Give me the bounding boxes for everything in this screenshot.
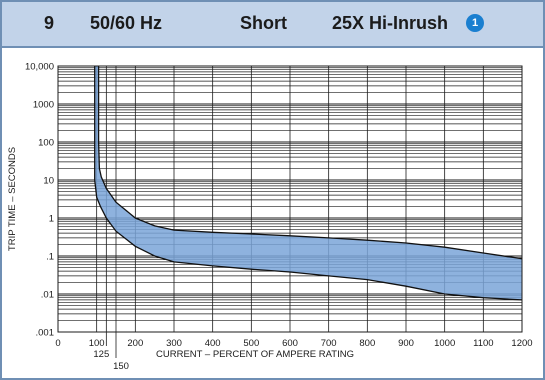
y-tick-label: .01 — [41, 290, 54, 301]
x-tick-label: 300 — [166, 338, 182, 349]
x-extra-tick-label: 150 — [113, 361, 129, 372]
x-tick-label: 1100 — [473, 338, 493, 349]
x-tick-label: 700 — [321, 338, 337, 349]
y-axis-label: TRIP TIME – SECONDS — [7, 147, 18, 251]
frequency-label: 50/60 Hz — [90, 13, 163, 33]
x-extra-tick-label: 125 — [93, 349, 109, 360]
curve-header: 9 50/60 Hz Short 25X Hi-Inrush 1 — [2, 2, 543, 48]
chart-grid — [57, 66, 523, 358]
y-tick-label: 1000 — [33, 100, 54, 111]
y-tick-label: .001 — [36, 328, 55, 339]
x-tick-label: 400 — [205, 338, 221, 349]
x-tick-label: 600 — [282, 338, 298, 349]
y-tick-label: 1 — [49, 214, 54, 225]
plot-frame — [57, 65, 523, 333]
x-axis-label: CURRENT – PERCENT OF AMPERE RATING — [156, 349, 354, 360]
x-tick-label: 1200 — [511, 338, 532, 349]
x-tick-label: 500 — [243, 338, 259, 349]
x-tick-label: 800 — [359, 338, 375, 349]
y-tick-label: 10,000 — [25, 62, 54, 73]
footnote-badge[interactable]: 1 — [466, 14, 484, 32]
x-tick-label: 200 — [127, 338, 143, 349]
trip-band-area — [94, 66, 522, 300]
x-tick-label: 900 — [398, 338, 414, 349]
curve-number: 9 — [44, 13, 55, 33]
x-tick-label: 1000 — [434, 338, 455, 349]
x-tick-label: 0 — [55, 338, 60, 349]
lower-trip-curve — [94, 66, 523, 301]
x-tick-labels: 0 100 200 300 400 500 600 700 800 900 1000 1100 1200… — [55, 338, 532, 372]
y-tick-label: .1 — [46, 252, 54, 263]
x-tick-label: 100 — [89, 338, 105, 349]
curve-name: 25X Hi-Inrush — [332, 13, 449, 33]
speed-label: Short — [240, 13, 287, 33]
y-tick-label: 10 — [43, 176, 54, 187]
y-tick-label: 100 — [38, 138, 54, 149]
y-tick-labels: 10,000 1000 100 10 1 .1 .01 .001 — [25, 62, 54, 339]
trip-curves — [94, 66, 523, 301]
upper-trip-curve — [97, 66, 523, 260]
